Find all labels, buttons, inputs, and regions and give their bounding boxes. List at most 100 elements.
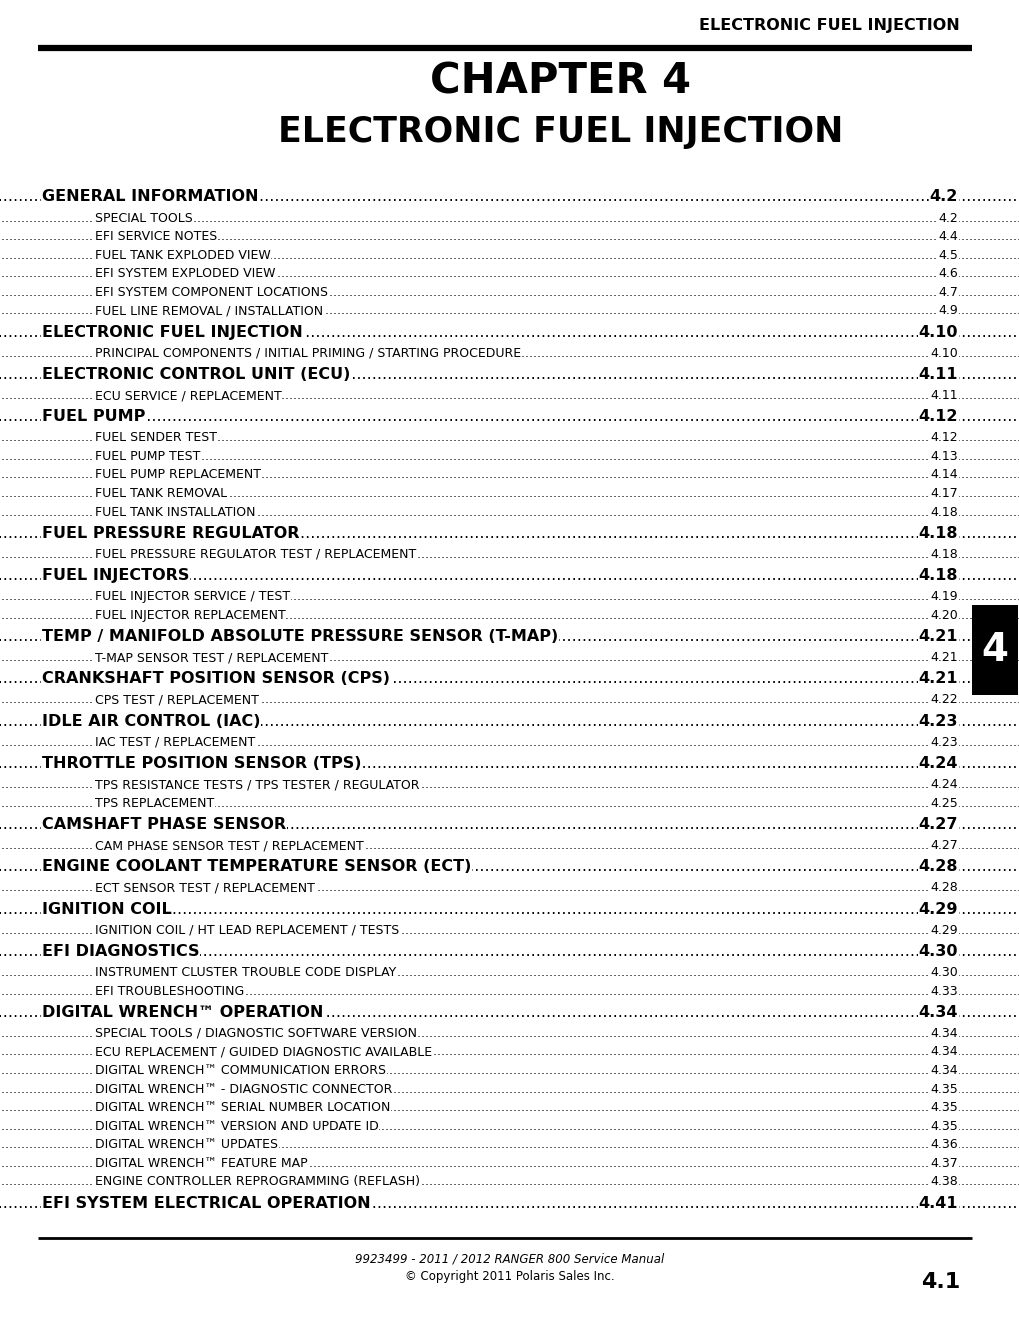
Text: ................................................................................: ........................................… bbox=[0, 1064, 1019, 1077]
Text: 4.18: 4.18 bbox=[929, 506, 957, 519]
Text: ................................................................................: ........................................… bbox=[0, 779, 1019, 791]
Text: 4: 4 bbox=[980, 631, 1008, 669]
Text: 4.28: 4.28 bbox=[917, 859, 957, 874]
Text: FUEL SENDER TEST: FUEL SENDER TEST bbox=[95, 432, 217, 445]
Text: FUEL TANK INSTALLATION: FUEL TANK INSTALLATION bbox=[95, 506, 255, 519]
Text: ENGINE CONTROLLER REPROGRAMMING (REFLASH): ENGINE CONTROLLER REPROGRAMMING (REFLASH… bbox=[95, 1175, 420, 1188]
Text: ELECTRONIC FUEL INJECTION: ELECTRONIC FUEL INJECTION bbox=[278, 115, 843, 149]
Text: ................................................................................: ........................................… bbox=[0, 367, 1019, 381]
Text: 4.22: 4.22 bbox=[929, 693, 957, 706]
Text: ................................................................................: ........................................… bbox=[0, 189, 1019, 205]
Text: TPS REPLACEMENT: TPS REPLACEMENT bbox=[95, 797, 214, 809]
Text: ................................................................................: ........................................… bbox=[0, 506, 1019, 519]
Text: ................................................................................: ........................................… bbox=[0, 882, 1019, 895]
Text: CAMSHAFT PHASE SENSOR: CAMSHAFT PHASE SENSOR bbox=[42, 817, 286, 832]
Text: FUEL PUMP: FUEL PUMP bbox=[42, 409, 146, 424]
Text: © Copyright 2011 Polaris Sales Inc.: © Copyright 2011 Polaris Sales Inc. bbox=[405, 1270, 614, 1283]
Text: ................................................................................: ........................................… bbox=[0, 1175, 1019, 1188]
Text: 4.35: 4.35 bbox=[929, 1119, 957, 1133]
Text: ................................................................................: ........................................… bbox=[0, 1045, 1019, 1059]
Text: FUEL INJECTOR REPLACEMENT: FUEL INJECTOR REPLACEMENT bbox=[95, 609, 285, 622]
Text: ................................................................................: ........................................… bbox=[0, 432, 1019, 445]
Text: 4.20: 4.20 bbox=[929, 609, 957, 622]
Text: INSTRUMENT CLUSTER TROUBLE CODE DISPLAY: INSTRUMENT CLUSTER TROUBLE CODE DISPLAY bbox=[95, 966, 395, 979]
Text: CHAPTER 4: CHAPTER 4 bbox=[430, 59, 691, 102]
Text: T-MAP SENSOR TEST / REPLACEMENT: T-MAP SENSOR TEST / REPLACEMENT bbox=[95, 651, 328, 664]
Text: FUEL TANK REMOVAL: FUEL TANK REMOVAL bbox=[95, 487, 227, 500]
Text: ECU REPLACEMENT / GUIDED DIAGNOSTIC AVAILABLE: ECU REPLACEMENT / GUIDED DIAGNOSTIC AVAI… bbox=[95, 1045, 432, 1059]
Text: ................................................................................: ........................................… bbox=[0, 966, 1019, 979]
Text: ................................................................................: ........................................… bbox=[0, 568, 1019, 583]
Text: 4.24: 4.24 bbox=[929, 779, 957, 791]
Text: 4.21: 4.21 bbox=[917, 630, 957, 644]
Text: IAC TEST / REPLACEMENT: IAC TEST / REPLACEMENT bbox=[95, 735, 255, 748]
Text: CAM PHASE SENSOR TEST / REPLACEMENT: CAM PHASE SENSOR TEST / REPLACEMENT bbox=[95, 840, 364, 851]
Text: CRANKSHAFT POSITION SENSOR (CPS): CRANKSHAFT POSITION SENSOR (CPS) bbox=[42, 672, 389, 686]
Text: ECT SENSOR TEST / REPLACEMENT: ECT SENSOR TEST / REPLACEMENT bbox=[95, 882, 315, 895]
Text: 4.12: 4.12 bbox=[929, 432, 957, 445]
Text: 4.2: 4.2 bbox=[928, 189, 957, 205]
Text: SPECIAL TOOLS / DIAGNOSTIC SOFTWARE VERSION: SPECIAL TOOLS / DIAGNOSTIC SOFTWARE VERS… bbox=[95, 1027, 417, 1040]
Text: IGNITION COIL / HT LEAD REPLACEMENT / TESTS: IGNITION COIL / HT LEAD REPLACEMENT / TE… bbox=[95, 924, 398, 937]
Text: DIGITAL WRENCH™ VERSION AND UPDATE ID: DIGITAL WRENCH™ VERSION AND UPDATE ID bbox=[95, 1119, 378, 1133]
Text: 4.27: 4.27 bbox=[929, 840, 957, 851]
Text: 4.35: 4.35 bbox=[929, 1101, 957, 1114]
Text: ................................................................................: ........................................… bbox=[0, 525, 1019, 541]
Text: 4.11: 4.11 bbox=[929, 389, 957, 403]
Text: 4.6: 4.6 bbox=[937, 267, 957, 280]
Text: 4.25: 4.25 bbox=[929, 797, 957, 809]
Text: 4.14: 4.14 bbox=[929, 469, 957, 482]
Text: ................................................................................: ........................................… bbox=[0, 672, 1019, 686]
Text: ................................................................................: ........................................… bbox=[0, 1005, 1019, 1020]
Text: 4.11: 4.11 bbox=[917, 367, 957, 381]
Text: DIGITAL WRENCH™ SERIAL NUMBER LOCATION: DIGITAL WRENCH™ SERIAL NUMBER LOCATION bbox=[95, 1101, 390, 1114]
Text: ................................................................................: ........................................… bbox=[0, 487, 1019, 500]
Text: 4.23: 4.23 bbox=[917, 714, 957, 729]
Text: ................................................................................: ........................................… bbox=[0, 609, 1019, 622]
Text: FUEL TANK EXPLODED VIEW: FUEL TANK EXPLODED VIEW bbox=[95, 248, 270, 261]
Text: ................................................................................: ........................................… bbox=[0, 1138, 1019, 1151]
Text: 4.34: 4.34 bbox=[917, 1005, 957, 1020]
Text: ................................................................................: ........................................… bbox=[0, 267, 1019, 280]
Bar bbox=[971, 605, 1017, 696]
Text: ................................................................................: ........................................… bbox=[0, 985, 1019, 998]
Text: GENERAL INFORMATION: GENERAL INFORMATION bbox=[42, 189, 258, 205]
Text: ................................................................................: ........................................… bbox=[0, 1196, 1019, 1210]
Text: 4.28: 4.28 bbox=[929, 882, 957, 895]
Text: ................................................................................: ........................................… bbox=[0, 325, 1019, 339]
Text: ................................................................................: ........................................… bbox=[0, 924, 1019, 937]
Text: 4.36: 4.36 bbox=[929, 1138, 957, 1151]
Text: EFI SYSTEM EXPLODED VIEW: EFI SYSTEM EXPLODED VIEW bbox=[95, 267, 275, 280]
Text: ECU SERVICE / REPLACEMENT: ECU SERVICE / REPLACEMENT bbox=[95, 389, 281, 403]
Text: THROTTLE POSITION SENSOR (TPS): THROTTLE POSITION SENSOR (TPS) bbox=[42, 756, 361, 771]
Text: ................................................................................: ........................................… bbox=[0, 817, 1019, 832]
Text: ................................................................................: ........................................… bbox=[0, 944, 1019, 958]
Text: ................................................................................: ........................................… bbox=[0, 859, 1019, 874]
Text: 4.13: 4.13 bbox=[929, 450, 957, 463]
Text: EFI DIAGNOSTICS: EFI DIAGNOSTICS bbox=[42, 944, 200, 958]
Text: ................................................................................: ........................................… bbox=[0, 211, 1019, 224]
Text: 4.4: 4.4 bbox=[937, 230, 957, 243]
Text: 4.21: 4.21 bbox=[917, 672, 957, 686]
Text: 4.37: 4.37 bbox=[929, 1156, 957, 1170]
Text: 4.2: 4.2 bbox=[937, 211, 957, 224]
Text: ................................................................................: ........................................… bbox=[0, 286, 1019, 298]
Text: 4.27: 4.27 bbox=[917, 817, 957, 832]
Text: IDLE AIR CONTROL (IAC): IDLE AIR CONTROL (IAC) bbox=[42, 714, 260, 729]
Text: 4.24: 4.24 bbox=[917, 756, 957, 771]
Text: ................................................................................: ........................................… bbox=[0, 1156, 1019, 1170]
Text: FUEL INJECTORS: FUEL INJECTORS bbox=[42, 568, 190, 583]
Text: ELECTRONIC FUEL INJECTION: ELECTRONIC FUEL INJECTION bbox=[42, 325, 303, 339]
Text: ................................................................................: ........................................… bbox=[0, 630, 1019, 644]
Text: ................................................................................: ........................................… bbox=[0, 347, 1019, 360]
Text: PRINCIPAL COMPONENTS / INITIAL PRIMING / STARTING PROCEDURE: PRINCIPAL COMPONENTS / INITIAL PRIMING /… bbox=[95, 347, 521, 360]
Text: CPS TEST / REPLACEMENT: CPS TEST / REPLACEMENT bbox=[95, 693, 259, 706]
Text: FUEL LINE REMOVAL / INSTALLATION: FUEL LINE REMOVAL / INSTALLATION bbox=[95, 305, 323, 317]
Text: 9923499 - 2011 / 2012 RANGER 800 Service Manual: 9923499 - 2011 / 2012 RANGER 800 Service… bbox=[355, 1251, 664, 1265]
Text: 4.19: 4.19 bbox=[929, 590, 957, 603]
Text: ................................................................................: ........................................… bbox=[0, 1101, 1019, 1114]
Text: ................................................................................: ........................................… bbox=[0, 1027, 1019, 1040]
Text: EFI SYSTEM COMPONENT LOCATIONS: EFI SYSTEM COMPONENT LOCATIONS bbox=[95, 286, 328, 298]
Text: ................................................................................: ........................................… bbox=[0, 735, 1019, 748]
Text: ................................................................................: ........................................… bbox=[0, 693, 1019, 706]
